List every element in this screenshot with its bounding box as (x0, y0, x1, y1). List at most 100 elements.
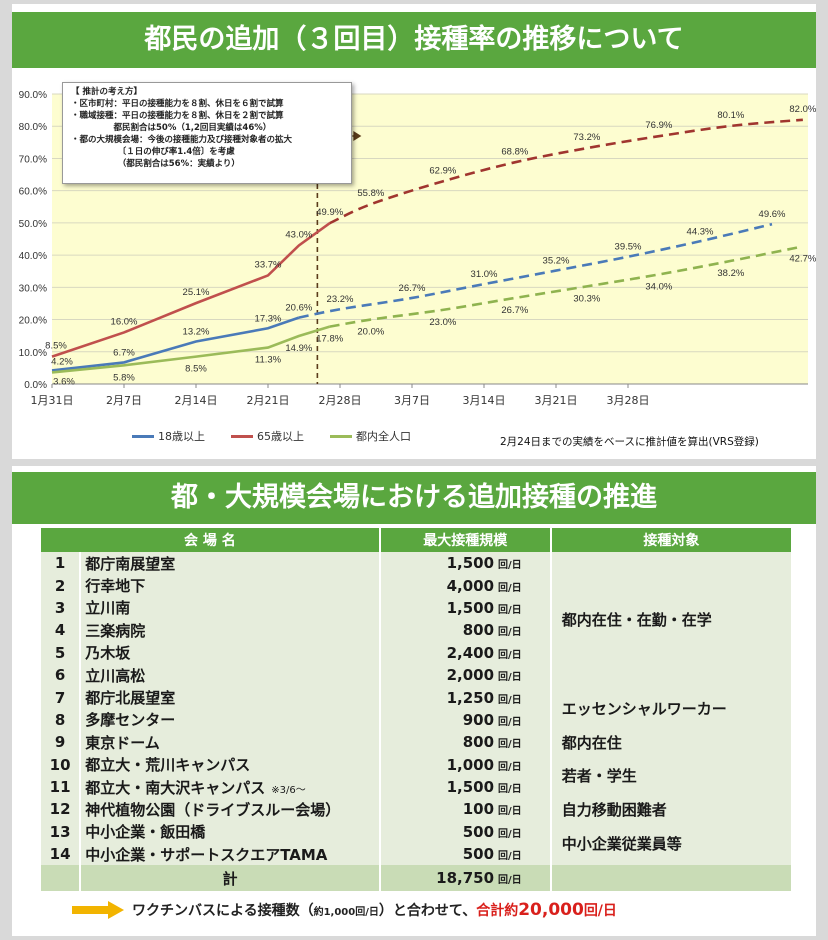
data-label: 11.3% (255, 355, 282, 366)
capacity-unit: 回/日 (498, 716, 522, 728)
header-target: 接種対象 (551, 528, 793, 552)
venue-name-text: 三楽病院 (85, 621, 146, 640)
series-line-actual (51, 222, 331, 358)
venue-name-text: 中小企業・飯田橋 (85, 823, 206, 842)
capacity-unit: 回/日 (498, 851, 522, 863)
venue-name: 東京ドーム (81, 731, 381, 754)
note-line: （都民割合は56%：実績より） (71, 159, 240, 169)
capacity-value: 500 (462, 845, 495, 864)
data-label: 76.9% (645, 120, 672, 131)
row-number: 5 (41, 641, 82, 664)
arrow-right-icon (353, 131, 362, 141)
data-label: 39.5% (615, 242, 642, 253)
row-number: 12 (41, 798, 82, 821)
x-tick-label: 2月14日 (175, 394, 218, 407)
venue-name-text: 多摩センター (85, 711, 176, 730)
estimation-note: 【 推計の考え方】 ・区市町村：平日の接種能力を８割、休日を６割で試算 ・職域接… (62, 82, 352, 184)
capacity-cell: 1,500 回/日 (380, 552, 552, 575)
row-number: 4 (41, 619, 82, 642)
data-label: 44.3% (687, 226, 714, 237)
row-number: 11 (41, 775, 82, 799)
y-tick-label: 70.0% (19, 154, 47, 165)
total-target (551, 865, 793, 892)
data-label: 25.1% (183, 287, 210, 298)
capacity-unit: 回/日 (498, 582, 522, 594)
target-cell: 若者・学生 (551, 753, 793, 799)
capacity-value: 1,500 (446, 554, 495, 573)
data-label: 5.8% (113, 372, 135, 383)
data-label: 8.5% (45, 341, 67, 352)
target-cell: 自力移動困難者 (551, 798, 793, 821)
capacity-unit: 回/日 (498, 761, 522, 773)
table-header-row: 会 場 名 最大接種規模 接種対象 (41, 528, 793, 552)
data-label: 13.2% (183, 326, 210, 337)
header-capacity: 最大接種規模 (380, 528, 552, 552)
venue-name: 多摩センター (81, 708, 381, 732)
table-row: 5 乃木坂 2,400 回/日 (41, 641, 793, 664)
capacity-cell: 1,250 回/日 (380, 686, 552, 709)
y-tick-label: 50.0% (19, 219, 47, 230)
chart-title: 都民の追加（３回目）接種率の推移について (12, 12, 816, 68)
venue-name: 立川南 (81, 596, 381, 620)
legend-swatch (132, 434, 154, 438)
venue-name-text: 乃木坂 (85, 644, 131, 663)
table-row: 13 中小企業・飯田橋 500 回/日 中小企業従業員等 (41, 820, 793, 866)
data-label: 26.7% (501, 305, 528, 316)
venue-name-text: 行幸地下 (85, 577, 146, 596)
data-label: 34.0% (645, 281, 672, 292)
venue-name: 三楽病院 (81, 619, 381, 642)
capacity-value: 100 (462, 800, 495, 819)
x-tick-label: 3月7日 (394, 394, 430, 407)
data-label: 3.6% (53, 376, 75, 387)
table-row: 14 中小企業・サポートスクエアTAMA 500 回/日 (41, 843, 793, 866)
venue-name-text: 立川南 (85, 599, 131, 618)
capacity-cell: 100 回/日 (380, 798, 552, 821)
venue-name-text: 立川高松 (85, 666, 146, 685)
target-cell: 都内在住 (551, 731, 793, 754)
data-label: 20.6% (285, 303, 312, 314)
footer-text: ワクチンバスによる接種数（ (132, 903, 314, 919)
data-label: 4.2% (51, 356, 73, 367)
total-capacity-value: 18,750 (436, 869, 495, 888)
capacity-cell: 500 回/日 (380, 843, 552, 866)
data-label: 16.0% (111, 316, 138, 327)
capacity-cell: 1,000 回/日 (380, 753, 552, 776)
total-spacer (41, 865, 82, 892)
capacity-unit: 回/日 (498, 739, 522, 751)
total-label: 計 (81, 865, 381, 892)
capacity-value: 1,500 (446, 778, 495, 797)
y-tick-label: 80.0% (19, 122, 47, 133)
table-row: 1 都庁南展望室 1,500 回/日 都内在住・在勤・在学 (41, 552, 793, 687)
table-row: 6 立川高松 2,000 回/日 (41, 663, 793, 687)
chart-panel: 都民の追加（３回目）接種率の推移について 0.0% 10.0% 20.0% 30.0%… (12, 4, 816, 459)
row-number: 10 (41, 753, 82, 776)
capacity-cell: 900 回/日 (380, 708, 552, 732)
note-heading: 【 推計の考え方】 (71, 87, 142, 97)
table-row: 9 東京ドーム 800 回/日 都内在住 (41, 731, 793, 754)
data-label: 23.2% (327, 294, 354, 305)
capacity-value: 1,000 (446, 755, 495, 774)
legend-item: 65歳以上 (231, 428, 304, 444)
series-line-forecast (298, 222, 773, 319)
legend-swatch (231, 434, 253, 438)
row-number: 13 (41, 820, 82, 844)
data-label: 23.0% (429, 317, 456, 328)
table-row: 8 多摩センター 900 回/日 (41, 708, 793, 732)
venue-name: 乃木坂 (81, 641, 381, 664)
row-number: 9 (41, 731, 82, 754)
row-number: 8 (41, 708, 82, 732)
data-label: 26.7% (399, 283, 426, 294)
capacity-unit: 回/日 (498, 784, 522, 796)
legend-swatch (330, 434, 352, 438)
table-row: 11 都立大・南大沢キャンパス ※3/6～ 1,500 回/日 (41, 775, 793, 799)
y-tick-label: 20.0% (19, 316, 47, 327)
data-label: 68.8% (501, 146, 528, 157)
data-label: 42.7% (789, 253, 816, 264)
table-row: 10 都立大・荒川キャンパス 1,000 回/日 若者・学生 (41, 753, 793, 799)
capacity-unit: 回/日 (498, 875, 522, 887)
table-row: 3 立川南 1,500 回/日 (41, 596, 793, 620)
capacity-cell: 800 回/日 (380, 619, 552, 642)
note-line: 都民割合は50%（1,2回目実績は46%） (71, 123, 272, 133)
data-label: 82.0% (789, 104, 816, 115)
row-number: 1 (41, 552, 82, 575)
